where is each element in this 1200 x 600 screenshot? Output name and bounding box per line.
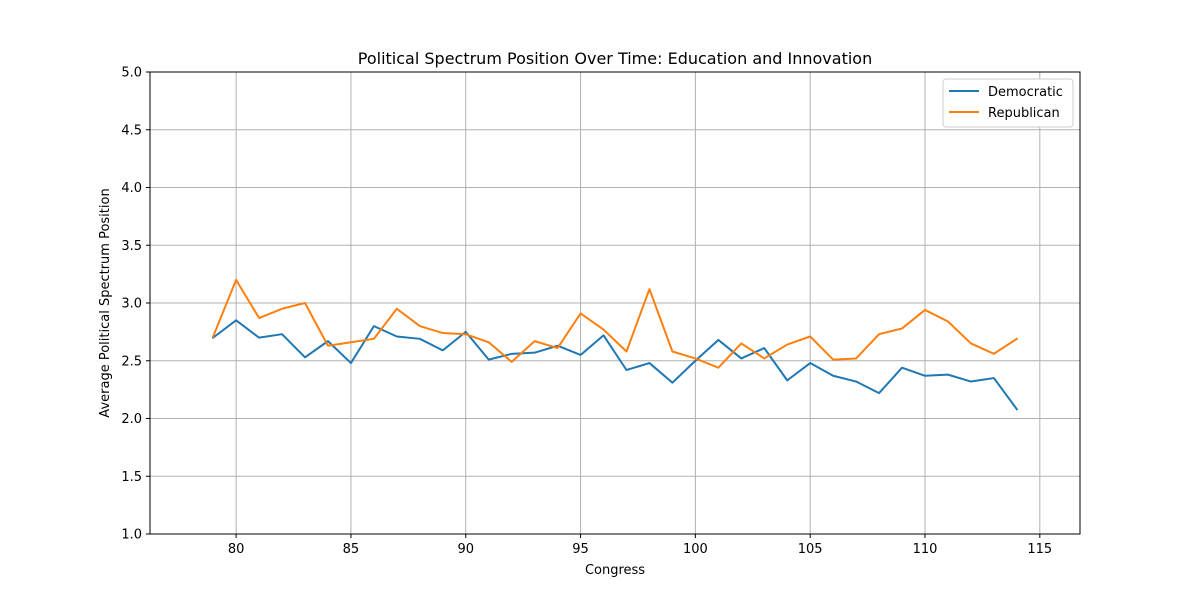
x-tick-label: 115 (1027, 542, 1052, 557)
chart-title: Political Spectrum Position Over Time: E… (358, 49, 872, 68)
x-tick-label: 90 (457, 542, 474, 557)
y-tick-label: 4.0 (121, 181, 142, 196)
x-tick-label: 80 (228, 542, 245, 557)
y-tick-label: 3.0 (121, 297, 142, 312)
x-tick-label: 85 (343, 542, 360, 557)
series-line-democratic (211, 319, 1019, 411)
y-axis-label: Average Political Spectrum Position (98, 188, 113, 417)
y-tick-label: 3.5 (121, 239, 142, 254)
y-tick-label: 2.0 (121, 412, 142, 427)
y-tick-label: 4.5 (121, 123, 142, 138)
tick-layer: 80 85 90 95 100 105 110 115 1.0 1.5 2.0 2.5 3.0 3.5 4.… (121, 66, 1052, 558)
legend-label-democratic: Democratic (988, 85, 1063, 100)
legend-label-republican: Republican (988, 106, 1060, 121)
x-tick-label: 105 (798, 542, 823, 557)
x-tick-label: 95 (572, 542, 589, 557)
y-tick-label: 2.5 (121, 354, 142, 369)
y-tick-label: 1.5 (121, 470, 142, 485)
x-axis-label: Congress (585, 563, 645, 578)
y-tick-label: 5.0 (121, 66, 142, 81)
x-tick-label: 100 (683, 542, 708, 557)
series-layer (211, 278, 1019, 411)
y-tick-label: 1.0 (121, 528, 142, 543)
x-tick-label: 110 (913, 542, 938, 557)
series-line-republican (211, 278, 1019, 369)
legend: Democratic Republican (942, 78, 1074, 128)
